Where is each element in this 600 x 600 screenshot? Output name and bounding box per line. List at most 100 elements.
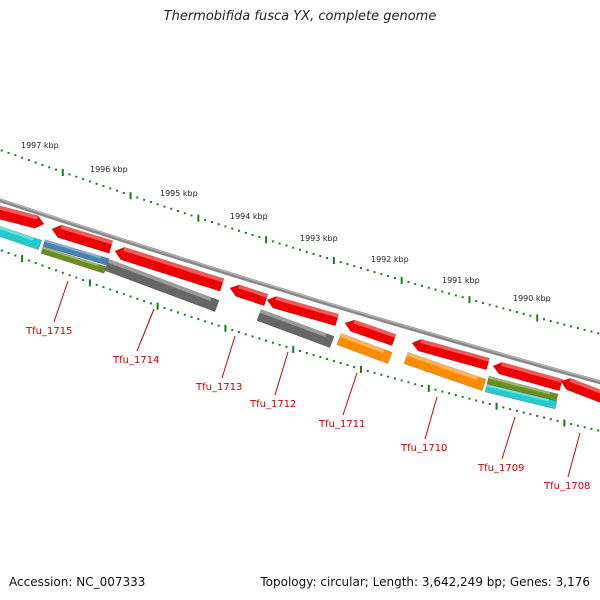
feature-body: [336, 332, 393, 365]
feature-highlight: [501, 362, 563, 383]
feature: [492, 362, 563, 392]
major-tick: [21, 255, 24, 263]
major-tick: [156, 302, 159, 310]
minor-tick: [543, 416, 545, 419]
genome-backbone: [0, 198, 600, 385]
minor-tick: [556, 321, 559, 324]
minor-tick: [482, 401, 484, 404]
minor-tick: [353, 265, 356, 268]
minor-tick: [441, 290, 444, 293]
minor-tick: [55, 168, 57, 171]
minor-tick: [576, 424, 579, 427]
minor-tick: [468, 397, 471, 400]
minor-tick: [502, 406, 505, 409]
minor-tick: [387, 375, 390, 378]
minor-tick: [366, 269, 369, 272]
minor-tick: [75, 175, 78, 178]
minor-tick: [163, 205, 166, 208]
feature: [51, 224, 114, 254]
minor-tick: [305, 250, 308, 253]
leader-line: [221, 335, 236, 379]
minor-tick: [299, 350, 301, 352]
minor-tick: [393, 277, 396, 280]
feature-body: [0, 222, 42, 251]
minor-tick: [217, 324, 220, 327]
feature: [411, 339, 490, 371]
minor-tick: [14, 254, 17, 257]
minor-tick: [549, 418, 552, 421]
minor-tick: [14, 154, 17, 157]
minor-tick: [414, 383, 417, 386]
minor-tick: [576, 327, 579, 330]
major-tick: [400, 277, 403, 284]
major-tick: [468, 296, 471, 304]
scale-label: 1994 kbp: [230, 212, 268, 221]
minor-tick: [509, 309, 512, 312]
leader-line: [136, 308, 155, 352]
gene-label-tfu-1712: Tfu_1712: [249, 399, 296, 410]
minor-tick: [285, 244, 288, 247]
minor-tick: [122, 293, 125, 296]
accession-text: Accession: NC_007333: [9, 575, 146, 589]
minor-tick: [231, 329, 234, 332]
minor-tick: [136, 196, 139, 199]
gene-label-tfu-1708: Tfu_1708: [543, 481, 590, 492]
genome-info-text: Topology: circular; Length: 3,642,249 bp…: [260, 575, 590, 589]
feature-highlight: [339, 333, 385, 353]
feature-body: [411, 339, 490, 371]
minor-tick: [149, 201, 152, 204]
minor-tick: [210, 221, 213, 224]
feature: [256, 308, 335, 349]
scale-label: 1991 kbp: [442, 276, 480, 285]
minor-tick: [515, 409, 518, 412]
feature-body: [492, 362, 563, 392]
major-tick: [129, 192, 132, 200]
minor-tick: [400, 379, 403, 382]
minor-tick: [156, 203, 159, 206]
major-tick: [495, 402, 498, 410]
major-tick: [332, 257, 335, 265]
minor-tick: [143, 300, 146, 303]
minor-tick: [299, 248, 301, 251]
minor-tick: [509, 408, 512, 411]
minor-tick: [278, 242, 281, 245]
minor-tick: [21, 156, 24, 159]
minor-tick: [339, 261, 342, 264]
feature: [560, 377, 600, 406]
minor-tick: [68, 173, 71, 176]
feature-body: [40, 246, 107, 274]
minor-tick: [454, 294, 457, 297]
scale-label: 1990 kbp: [513, 294, 551, 303]
minor-tick: [597, 332, 600, 335]
minor-tick: [326, 358, 329, 361]
gene-label-tfu-1711: Tfu_1711: [318, 419, 365, 430]
minor-tick: [27, 159, 30, 162]
feature: [229, 284, 269, 307]
minor-tick: [570, 423, 573, 426]
feature: [0, 222, 42, 251]
feature-track: [0, 203, 600, 410]
minor-tick: [271, 240, 274, 243]
feature-body: [403, 351, 487, 392]
minor-tick: [373, 271, 376, 274]
genome-backbone-highlight: [0, 198, 600, 382]
feature-body: [560, 377, 600, 406]
feature-highlight: [275, 296, 339, 318]
feature-highlight: [60, 225, 113, 245]
feature-body: [104, 258, 220, 313]
minor-tick: [339, 362, 342, 365]
minor-tick: [346, 364, 349, 367]
gene-label-tfu-1713: Tfu_1713: [195, 382, 242, 393]
major-tick: [360, 365, 362, 373]
minor-tick: [434, 388, 437, 391]
minor-tick: [61, 271, 64, 274]
minor-tick: [183, 313, 186, 316]
feature: [403, 351, 487, 392]
minor-tick: [461, 395, 464, 398]
feature-body: [0, 203, 45, 229]
minor-tick: [522, 312, 525, 315]
feature-highlight: [420, 339, 490, 362]
minor-tick: [102, 286, 105, 289]
minor-tick: [536, 414, 539, 417]
